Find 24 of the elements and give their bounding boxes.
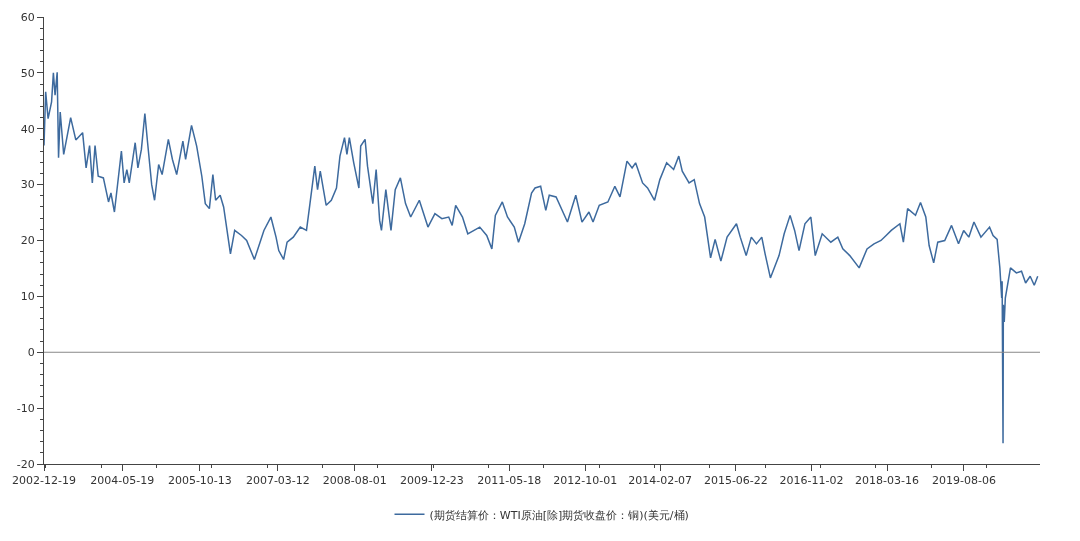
y-tick-label: -20 (16, 457, 35, 471)
x-tick-label: 2019-08-06 (932, 474, 996, 488)
y-tick-label: 60 (20, 10, 35, 24)
x-tick-label: 2018-03-16 (855, 474, 919, 488)
x-tick-label: 2014-02-07 (628, 474, 693, 488)
x-tick-label: 2015-06-22 (703, 474, 768, 488)
x-tick-label: 2012-10-01 (553, 474, 618, 488)
x-tick-label: 2005-10-13 (167, 474, 232, 488)
y-tick-label: -10 (16, 401, 35, 415)
y-tick-label: 20 (20, 234, 35, 248)
x-tick-label: 2016-11-02 (779, 474, 844, 488)
y-tick-label: 10 (20, 290, 35, 304)
x-tick-label: 2009-12-23 (399, 474, 464, 488)
x-tick-label: 2002-12-19 (12, 474, 76, 488)
line-series (44, 71, 1039, 445)
x-tick-label: 2011-05-18 (477, 474, 542, 488)
x-tick-label: 2008-08-01 (322, 474, 387, 488)
y-tick-label: 50 (20, 66, 35, 80)
x-tick-label: 2007-03-12 (245, 474, 310, 488)
legend-label: (期货结算价：WTI原油[除]期货收盘价：铜)(美元/桶) (429, 508, 689, 522)
y-tick-label: 0 (27, 346, 35, 360)
x-tick-label: 2004-05-19 (90, 474, 155, 488)
y-tick-label: 40 (20, 122, 35, 136)
y-tick-label: 30 (20, 178, 35, 192)
